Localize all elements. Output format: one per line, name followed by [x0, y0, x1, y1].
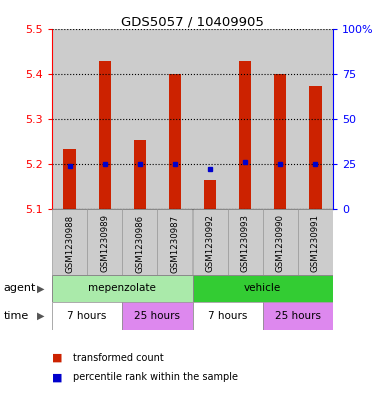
Text: agent: agent [4, 283, 36, 294]
Text: 25 hours: 25 hours [275, 311, 321, 321]
Bar [122, 209, 157, 275]
Bar [87, 29, 122, 209]
Text: GSM1230988: GSM1230988 [65, 215, 74, 273]
Bar [263, 209, 298, 275]
Bar [263, 29, 298, 209]
Text: GSM1230991: GSM1230991 [311, 215, 320, 272]
Bar [298, 29, 333, 209]
Bar [87, 209, 122, 275]
Text: GSM1230990: GSM1230990 [276, 215, 285, 272]
Bar [309, 86, 321, 209]
Text: GSM1230989: GSM1230989 [100, 215, 109, 272]
Bar [52, 275, 192, 302]
Text: vehicle: vehicle [244, 283, 281, 294]
Bar [192, 209, 228, 275]
Bar [228, 29, 263, 209]
Text: GSM1230987: GSM1230987 [171, 215, 179, 273]
Bar [239, 61, 251, 209]
Bar [52, 209, 87, 275]
Text: time: time [4, 311, 29, 321]
Bar [204, 180, 216, 209]
Bar [134, 140, 146, 209]
Bar [228, 209, 263, 275]
Text: 25 hours: 25 hours [134, 311, 180, 321]
Text: percentile rank within the sample: percentile rank within the sample [73, 372, 238, 382]
Text: ■: ■ [52, 353, 62, 363]
Bar [157, 29, 192, 209]
Bar [192, 302, 263, 330]
Bar [99, 61, 111, 209]
Bar [192, 29, 228, 209]
Bar [298, 209, 333, 275]
Text: 7 hours: 7 hours [67, 311, 107, 321]
Bar [52, 302, 122, 330]
Title: GDS5057 / 10409905: GDS5057 / 10409905 [121, 15, 264, 28]
Bar [64, 149, 76, 209]
Bar [274, 74, 286, 209]
Bar [157, 209, 192, 275]
Bar [263, 302, 333, 330]
Text: GSM1230992: GSM1230992 [206, 215, 214, 272]
Text: GSM1230993: GSM1230993 [241, 215, 250, 272]
Bar [122, 29, 157, 209]
Text: ■: ■ [52, 372, 62, 382]
Bar [192, 275, 333, 302]
Text: ▶: ▶ [37, 283, 44, 294]
Text: mepenzolate: mepenzolate [88, 283, 156, 294]
Bar [52, 29, 87, 209]
Text: ▶: ▶ [37, 311, 44, 321]
Text: 7 hours: 7 hours [208, 311, 247, 321]
Bar [122, 302, 192, 330]
Text: GSM1230986: GSM1230986 [135, 215, 144, 273]
Text: transformed count: transformed count [73, 353, 164, 363]
Bar [169, 74, 181, 209]
